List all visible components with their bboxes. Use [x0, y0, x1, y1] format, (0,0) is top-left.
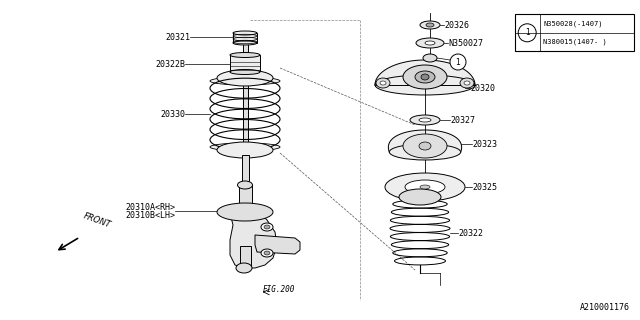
Circle shape: [450, 54, 466, 70]
Ellipse shape: [420, 21, 440, 29]
Text: 20330: 20330: [160, 109, 185, 118]
Text: 20327: 20327: [450, 116, 475, 124]
Text: 1: 1: [456, 58, 460, 67]
Ellipse shape: [236, 263, 252, 273]
Ellipse shape: [210, 143, 280, 151]
Ellipse shape: [261, 223, 273, 231]
Text: N350027: N350027: [448, 38, 483, 47]
Ellipse shape: [264, 251, 270, 255]
Ellipse shape: [217, 70, 273, 86]
Ellipse shape: [416, 38, 444, 48]
Text: 20321: 20321: [165, 33, 190, 42]
Ellipse shape: [233, 41, 257, 45]
Ellipse shape: [410, 115, 440, 125]
Polygon shape: [388, 130, 461, 152]
Ellipse shape: [376, 78, 390, 88]
Ellipse shape: [420, 185, 430, 189]
Ellipse shape: [261, 249, 273, 257]
Text: 20322: 20322: [458, 228, 483, 237]
Ellipse shape: [425, 41, 435, 45]
Text: FIG.200: FIG.200: [263, 285, 296, 294]
Ellipse shape: [237, 181, 253, 189]
Text: A210001176: A210001176: [580, 303, 630, 312]
Ellipse shape: [217, 142, 273, 158]
Text: 20320: 20320: [470, 84, 495, 92]
Ellipse shape: [375, 75, 475, 95]
Ellipse shape: [423, 54, 437, 62]
Ellipse shape: [230, 69, 260, 75]
Ellipse shape: [426, 23, 434, 27]
Bar: [230, 55, 260, 72]
Ellipse shape: [233, 31, 257, 35]
Ellipse shape: [403, 134, 447, 158]
Ellipse shape: [389, 144, 461, 160]
Ellipse shape: [421, 74, 429, 80]
Circle shape: [518, 24, 536, 42]
Ellipse shape: [460, 78, 474, 88]
Polygon shape: [230, 213, 277, 268]
Text: 20325: 20325: [472, 182, 497, 191]
Text: N350028(-1407): N350028(-1407): [543, 20, 603, 27]
Ellipse shape: [415, 71, 435, 83]
Bar: [515, 14, 634, 51]
Polygon shape: [375, 60, 475, 85]
Ellipse shape: [403, 65, 447, 89]
Ellipse shape: [419, 142, 431, 150]
Bar: [243, 43, 248, 270]
Text: 20326: 20326: [444, 20, 469, 29]
Polygon shape: [255, 235, 300, 254]
Bar: [239, 185, 252, 212]
Text: FRONT: FRONT: [82, 212, 112, 230]
Ellipse shape: [380, 81, 386, 85]
Text: 20310B<LH>: 20310B<LH>: [125, 211, 175, 220]
Text: 20310A<RH>: 20310A<RH>: [125, 203, 175, 212]
Text: 20322B: 20322B: [155, 60, 185, 68]
Bar: [233, 33, 257, 43]
Ellipse shape: [464, 81, 470, 85]
Ellipse shape: [405, 180, 445, 194]
Ellipse shape: [419, 118, 431, 122]
Bar: [241, 155, 248, 185]
Ellipse shape: [217, 203, 273, 221]
Ellipse shape: [264, 225, 270, 229]
Ellipse shape: [210, 77, 280, 85]
Ellipse shape: [385, 173, 465, 201]
Text: N380015(1407- ): N380015(1407- ): [543, 39, 607, 45]
Text: 20323: 20323: [472, 140, 497, 148]
Ellipse shape: [399, 189, 441, 205]
Ellipse shape: [230, 52, 260, 58]
Bar: [239, 246, 250, 268]
Text: 1: 1: [525, 28, 529, 37]
